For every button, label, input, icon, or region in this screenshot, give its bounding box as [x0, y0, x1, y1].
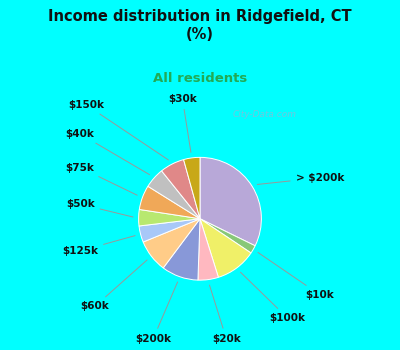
Wedge shape	[162, 160, 200, 219]
Wedge shape	[139, 209, 200, 226]
Text: $40k: $40k	[66, 129, 150, 175]
Text: $30k: $30k	[168, 94, 197, 152]
Wedge shape	[200, 158, 261, 246]
Text: City-Data.com: City-Data.com	[232, 110, 296, 119]
Wedge shape	[200, 219, 251, 277]
Wedge shape	[139, 186, 200, 219]
Text: Income distribution in Ridgefield, CT
(%): Income distribution in Ridgefield, CT (%…	[48, 9, 352, 42]
Wedge shape	[184, 158, 200, 219]
Text: > $200k: > $200k	[257, 173, 344, 184]
Wedge shape	[163, 219, 200, 280]
Wedge shape	[198, 219, 218, 280]
Text: $60k: $60k	[80, 260, 147, 312]
Text: $75k: $75k	[66, 163, 137, 195]
Text: $125k: $125k	[62, 236, 135, 256]
Wedge shape	[148, 171, 200, 219]
Text: All residents: All residents	[153, 72, 247, 85]
Text: $200k: $200k	[135, 282, 178, 344]
Text: $20k: $20k	[210, 285, 241, 344]
Text: $150k: $150k	[68, 100, 168, 160]
Text: $100k: $100k	[240, 272, 306, 323]
Text: $50k: $50k	[66, 199, 133, 217]
Wedge shape	[139, 219, 200, 242]
Text: $10k: $10k	[258, 252, 334, 300]
Wedge shape	[143, 219, 200, 268]
Wedge shape	[200, 219, 255, 253]
